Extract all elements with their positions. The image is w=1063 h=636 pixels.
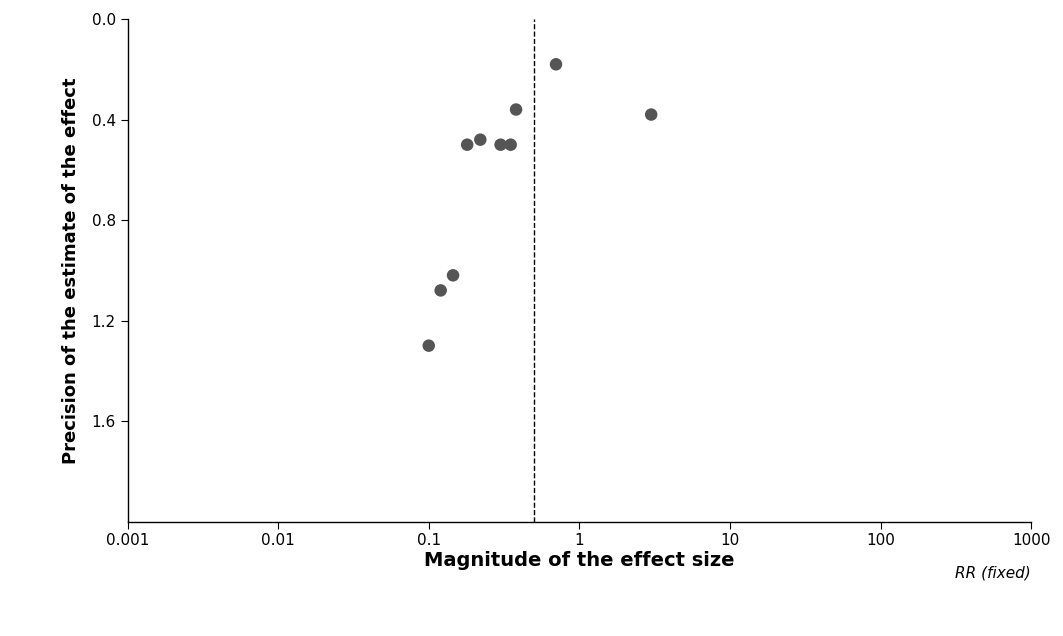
Point xyxy=(458,140,475,150)
Point xyxy=(643,109,660,120)
Point xyxy=(472,135,489,145)
Point xyxy=(547,59,564,69)
Point xyxy=(433,286,450,296)
X-axis label: Magnitude of the effect size: Magnitude of the effect size xyxy=(424,551,735,570)
Point xyxy=(507,104,524,114)
Y-axis label: Precision of the estimate of the effect: Precision of the estimate of the effect xyxy=(63,77,81,464)
Text: RR (fixed): RR (fixed) xyxy=(956,566,1031,581)
Point xyxy=(502,140,519,150)
Point xyxy=(444,270,461,280)
Point xyxy=(420,341,437,351)
Point xyxy=(492,140,509,150)
